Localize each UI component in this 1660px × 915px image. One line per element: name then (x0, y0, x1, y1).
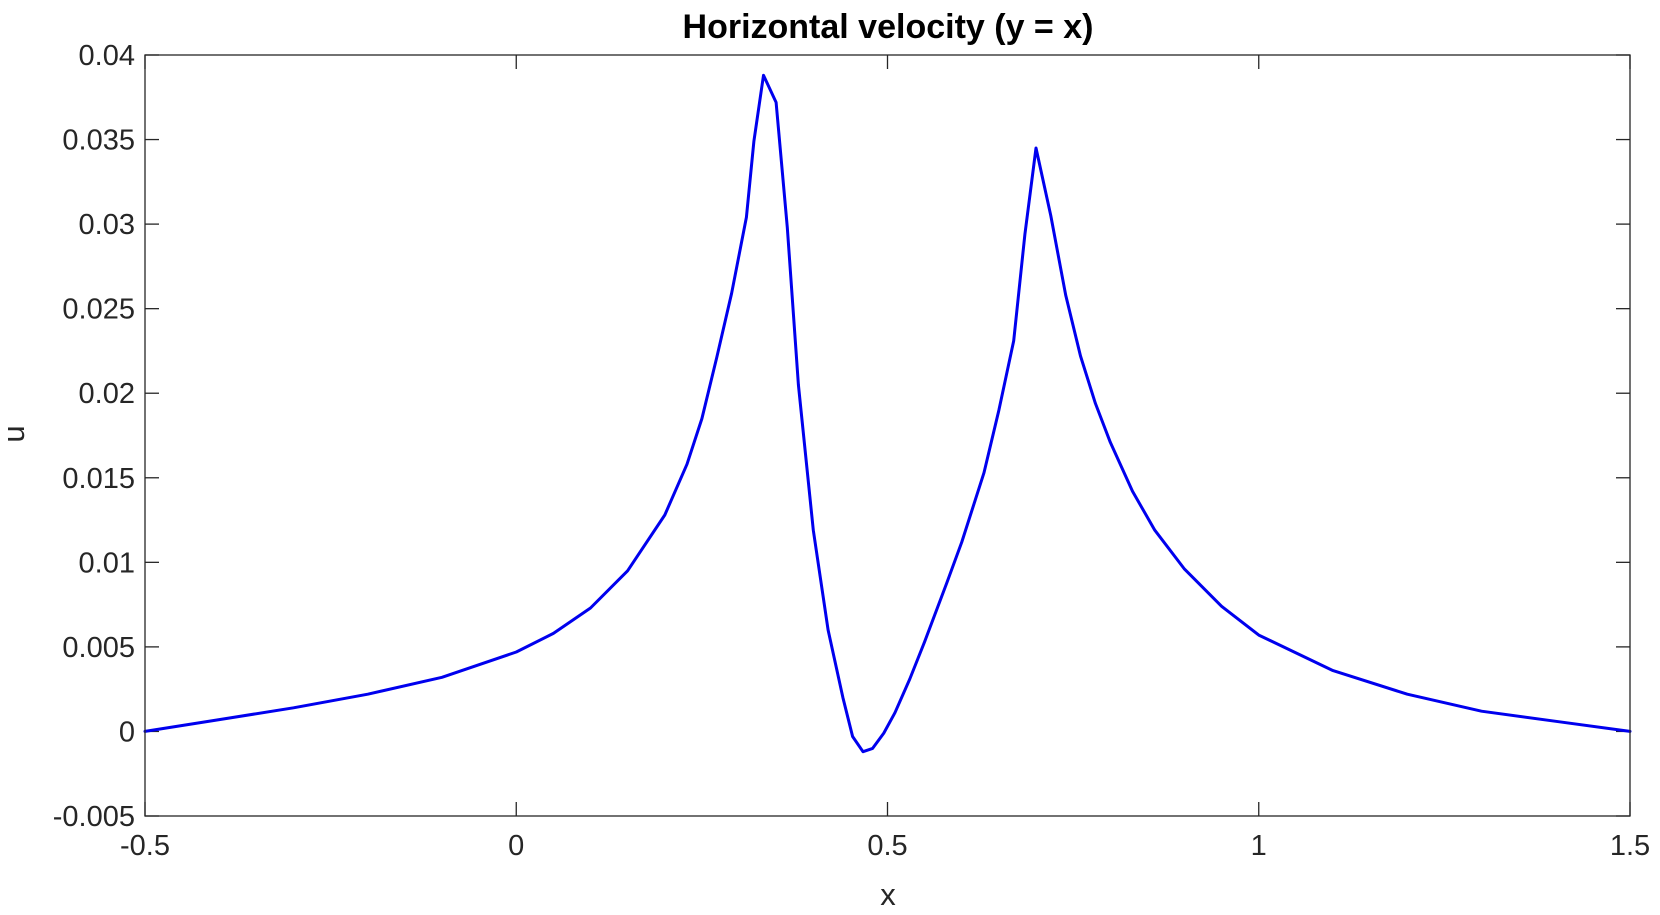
chart-title: Horizontal velocity (y = x) (683, 8, 1094, 46)
y-tick-label: 0.035 (62, 125, 135, 157)
x-tick-label: 1.5 (1610, 830, 1650, 862)
y-tick-label: 0.04 (79, 40, 135, 72)
y-axis-label: u (0, 425, 31, 442)
y-tick-label: 0.02 (79, 378, 135, 410)
y-tick-label: 0.025 (62, 294, 135, 326)
ticks-layer: -0.5 0 0.5 1 1.5 -0.005 0 0.005 0.01 0.015 0.02 0.0… (53, 40, 1650, 862)
y-tick-label: 0.03 (79, 209, 135, 241)
series-line (143, 73, 1632, 754)
y-tick-label: -0.005 (53, 801, 135, 833)
y-tick-label: 0.015 (62, 463, 135, 495)
plot-area (145, 55, 1630, 816)
y-tick-label: 0.01 (79, 547, 135, 579)
x-tick-label: 0 (508, 830, 524, 862)
x-tick-label: 0.5 (867, 830, 907, 862)
plot-frame (144, 54, 1631, 817)
series-layer (143, 73, 1632, 754)
x-axis-label: x (880, 877, 896, 912)
y-tick-label: 0.005 (62, 632, 135, 664)
y-tick-label: 0 (119, 716, 135, 748)
x-tick-label: -0.5 (120, 830, 170, 862)
x-tick-label: 1 (1251, 830, 1267, 862)
